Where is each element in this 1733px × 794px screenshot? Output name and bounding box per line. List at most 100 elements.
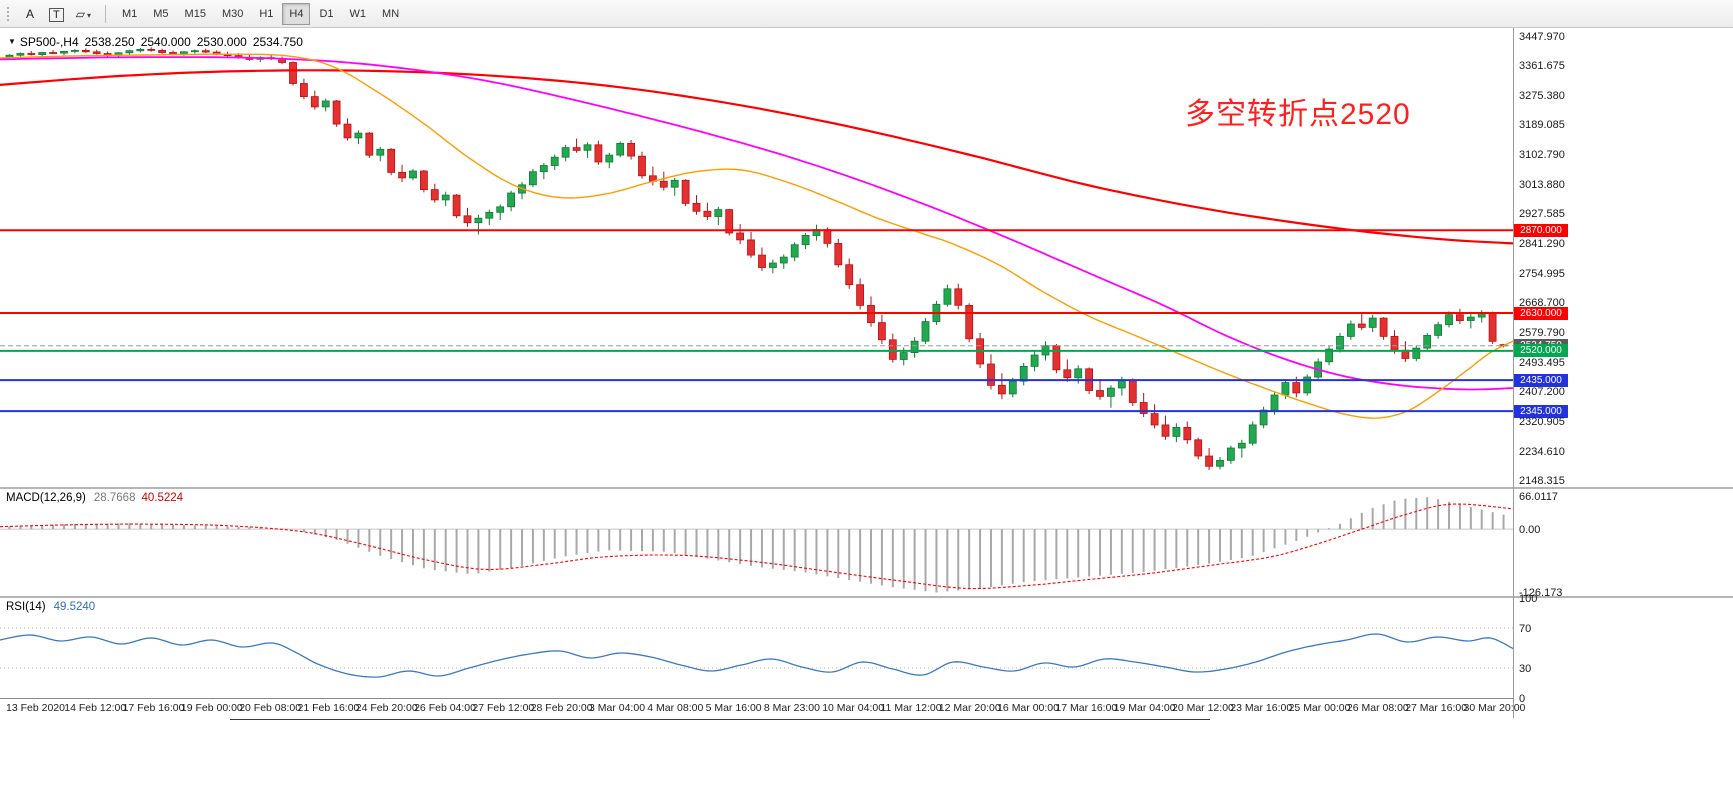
candle-body bbox=[987, 363, 995, 386]
timeframe-button-mn[interactable]: MN bbox=[375, 3, 406, 25]
toolbar-drag-grip[interactable] bbox=[6, 5, 11, 22]
candle-body bbox=[179, 51, 188, 55]
timeframe-button-m5[interactable]: M5 bbox=[146, 3, 175, 25]
timeframe-button-h1[interactable]: H1 bbox=[252, 3, 280, 25]
timeframe-button-m30[interactable]: M30 bbox=[215, 3, 250, 25]
toolbar-separator bbox=[104, 4, 106, 23]
candle-body bbox=[539, 165, 548, 173]
timeframe-button-w1[interactable]: W1 bbox=[343, 3, 374, 25]
time-axis-label: 23 Mar 16:00 bbox=[1230, 702, 1293, 714]
price-axis-label: 2579.790 bbox=[1519, 327, 1565, 339]
candle-body bbox=[659, 180, 668, 188]
timeframe-button-d1[interactable]: D1 bbox=[312, 3, 340, 25]
candle-body bbox=[289, 62, 297, 84]
time-axis[interactable]: 13 Feb 2020 14 Feb 12:00 17 Feb 16:00 19 Fe… bbox=[0, 698, 1525, 719]
time-axis-label: 17 Feb 16:00 bbox=[122, 702, 185, 714]
macd-name: MACD(12,26,9) bbox=[6, 492, 86, 504]
ohlc-close: 2534.750 bbox=[252, 35, 303, 49]
candle-body bbox=[136, 48, 145, 52]
timeframe-button-m15[interactable]: M15 bbox=[178, 3, 213, 25]
candle-body bbox=[496, 206, 505, 213]
candle-body bbox=[354, 132, 363, 139]
candle-body bbox=[321, 100, 330, 108]
time-axis-label: 13 Feb 2020 bbox=[6, 702, 65, 714]
price-axis-label: 3275.380 bbox=[1519, 89, 1565, 102]
candle-body bbox=[627, 143, 635, 157]
candle-body bbox=[681, 179, 690, 204]
candle-body bbox=[1466, 316, 1475, 321]
candle-body bbox=[343, 123, 352, 139]
candle-body bbox=[201, 50, 210, 53]
candle-body bbox=[1488, 312, 1497, 342]
rsi-name: RSI(14) bbox=[6, 601, 46, 613]
candle-body bbox=[878, 322, 886, 341]
panel-separator-rsi[interactable] bbox=[0, 596, 1733, 598]
candle-body bbox=[747, 239, 755, 256]
macd-main-value: 28.7668 bbox=[93, 492, 136, 504]
time-axis-label: 21 Feb 16:00 bbox=[297, 702, 360, 714]
price-level-tag-2520.000: 2520.000 bbox=[1514, 344, 1568, 358]
candle-body bbox=[561, 147, 570, 158]
rsi-axis-label: 70 bbox=[1519, 622, 1532, 635]
price-axis[interactable]: 2534.7502870.0002630.0002520.0002435.000… bbox=[1513, 28, 1733, 718]
candle-body bbox=[790, 244, 799, 258]
candle-body bbox=[92, 51, 101, 54]
candle-body bbox=[169, 52, 177, 55]
chart-title: ▼ SP500-,H4 2538.250 2540.000 2530.000 2534.7… bbox=[8, 35, 309, 49]
price-axis-label: 3013.880 bbox=[1519, 178, 1565, 191]
candle-body bbox=[1063, 369, 1072, 379]
ma-mid-line bbox=[0, 56, 1513, 391]
candle-body bbox=[1412, 347, 1421, 359]
candle-body bbox=[856, 284, 864, 306]
candle-body bbox=[365, 132, 374, 156]
rsi-indicator-canvas[interactable] bbox=[0, 598, 1513, 698]
chart-area: ▼ SP500-,H4 2538.250 2540.000 2530.000 2534.7… bbox=[0, 28, 1733, 794]
time-axis-label: 27 Feb 12:00 bbox=[472, 702, 535, 714]
annotation-a-tool-button[interactable]: A bbox=[18, 3, 42, 25]
price-axis-border bbox=[1513, 28, 1514, 718]
candle-body bbox=[998, 384, 1006, 395]
candle-body bbox=[1248, 424, 1257, 444]
candle-body bbox=[299, 83, 308, 98]
candle-body bbox=[1347, 323, 1355, 337]
candle-body bbox=[1074, 368, 1083, 379]
bottom-divider-line bbox=[230, 719, 1210, 720]
candle-body bbox=[605, 154, 614, 163]
macd-indicator-canvas[interactable] bbox=[0, 489, 1513, 597]
time-axis-label: 20 Mar 12:00 bbox=[1172, 702, 1234, 714]
ma-slow-line bbox=[0, 69, 1513, 245]
time-axis-label: 19 Mar 04:00 bbox=[1113, 702, 1176, 714]
candle-body bbox=[725, 209, 734, 234]
candle-body bbox=[1008, 380, 1017, 395]
price-level-tag-2435.000: 2435.000 bbox=[1514, 373, 1568, 387]
shapes-tool-button[interactable]: ▱ ▾ bbox=[71, 3, 96, 25]
candle-body bbox=[38, 52, 47, 55]
candle-body bbox=[81, 49, 90, 53]
price-chart-canvas[interactable] bbox=[0, 28, 1513, 488]
candle-body bbox=[1237, 442, 1246, 449]
candle-body bbox=[1117, 379, 1126, 389]
candle-body bbox=[463, 215, 472, 224]
chinese-text-annotation: 多空转折点2520 bbox=[1185, 98, 1411, 131]
candle-body bbox=[1019, 365, 1028, 382]
time-axis-label: 25 Mar 00:00 bbox=[1288, 702, 1351, 714]
text-tool-button[interactable]: T bbox=[44, 3, 69, 25]
candle-body bbox=[1445, 314, 1453, 326]
candle-body bbox=[616, 143, 625, 156]
collapse-triangle-icon[interactable]: ▼ bbox=[8, 37, 16, 46]
ohlc-open: 2538.250 bbox=[84, 35, 135, 49]
timeframe-button-m1[interactable]: M1 bbox=[115, 3, 144, 25]
rsi-axis-label: 100 bbox=[1519, 592, 1538, 605]
timeframe-button-group: M1 M5 M15 M30 H1 H4 D1 W1 MN bbox=[114, 2, 407, 25]
price-axis-label: 2927.585 bbox=[1519, 208, 1565, 221]
candle-body bbox=[1205, 455, 1213, 467]
panel-separator-macd[interactable] bbox=[0, 487, 1733, 489]
candle-body bbox=[485, 211, 494, 219]
candle-body bbox=[1172, 426, 1181, 437]
price-level-tag-2870.000: 2870.000 bbox=[1514, 223, 1568, 237]
candle-body bbox=[1096, 390, 1104, 397]
timeframe-button-h4[interactable]: H4 bbox=[282, 2, 311, 25]
price-axis-label: 2841.290 bbox=[1519, 238, 1565, 250]
candle-body bbox=[1183, 426, 1192, 441]
